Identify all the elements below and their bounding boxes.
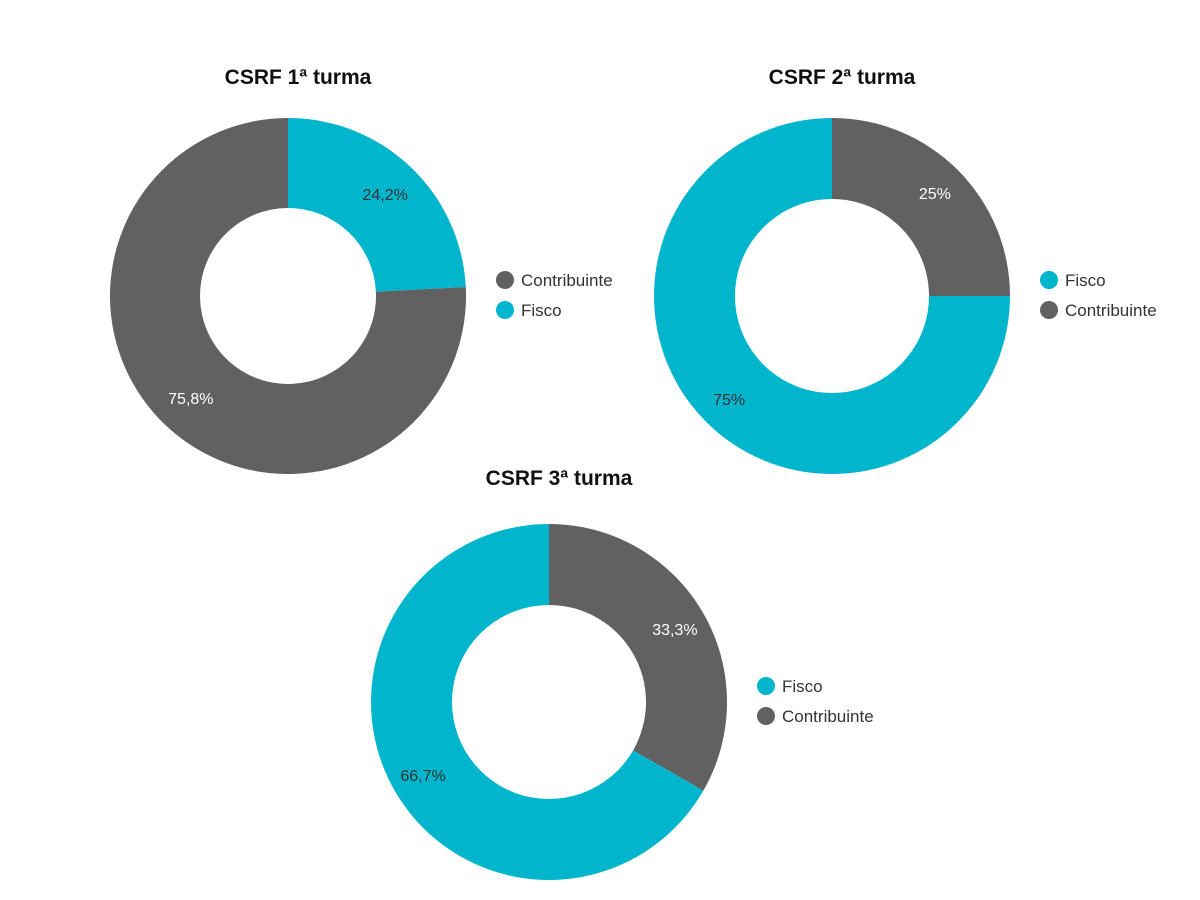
- legend-label-fisco: Fisco: [521, 301, 562, 320]
- legend-swatch-contribuinte: [496, 271, 514, 289]
- slice-label-fisco: 24,2%: [362, 187, 407, 204]
- slice-fisco: [370, 524, 704, 880]
- slice-contribuinte: [549, 524, 727, 791]
- legend-swatch-fisco: [757, 677, 775, 695]
- slice-fisco: [288, 118, 466, 292]
- slice-label-fisco: 75%: [713, 392, 745, 409]
- slice-label-contribuinte: 33,3%: [652, 622, 697, 639]
- legend: Contribuinte Fisco: [496, 271, 613, 320]
- slice-fisco: [654, 118, 1010, 474]
- legend-label-contribuinte: Contribuinte: [521, 271, 613, 290]
- chart-csrf-2-turma: CSRF 2ª turma 75% 25% Fisco Contribuinte: [654, 66, 1157, 474]
- legend-swatch-fisco: [1040, 271, 1058, 289]
- chart-title: CSRF 3ª turma: [486, 467, 633, 490]
- chart-csrf-1-turma: CSRF 1ª turma 75,8% 24,2% Contribuinte Fis…: [110, 66, 613, 475]
- chart-title: CSRF 1ª turma: [225, 66, 372, 89]
- legend-swatch-contribuinte: [757, 707, 775, 725]
- legend-swatch-contribuinte: [1040, 301, 1058, 319]
- legend-swatch-fisco: [496, 301, 514, 319]
- chart-csrf-3-turma: CSRF 3ª turma 66,7% 33,3% Fisco Contribuin…: [370, 467, 874, 880]
- legend-label-contribuinte: Contribuinte: [782, 707, 874, 726]
- legend: Fisco Contribuinte: [757, 677, 874, 726]
- legend-label-fisco: Fisco: [1065, 271, 1106, 290]
- slice-contribuinte: [832, 118, 1010, 296]
- donut-slices: 75,8% 24,2%: [110, 118, 467, 475]
- slice-contribuinte: [110, 118, 467, 475]
- legend: Fisco Contribuinte: [1040, 271, 1157, 320]
- slice-label-contribuinte: 75,8%: [168, 391, 213, 408]
- legend-label-contribuinte: Contribuinte: [1065, 301, 1157, 320]
- legend-label-fisco: Fisco: [782, 677, 823, 696]
- donut-slices: 66,7% 33,3%: [370, 524, 727, 880]
- chart-title: CSRF 2ª turma: [769, 66, 916, 89]
- slice-label-contribuinte: 25%: [919, 186, 951, 203]
- donut-slices: 75% 25%: [654, 118, 1010, 474]
- slice-label-fisco: 66,7%: [400, 768, 445, 785]
